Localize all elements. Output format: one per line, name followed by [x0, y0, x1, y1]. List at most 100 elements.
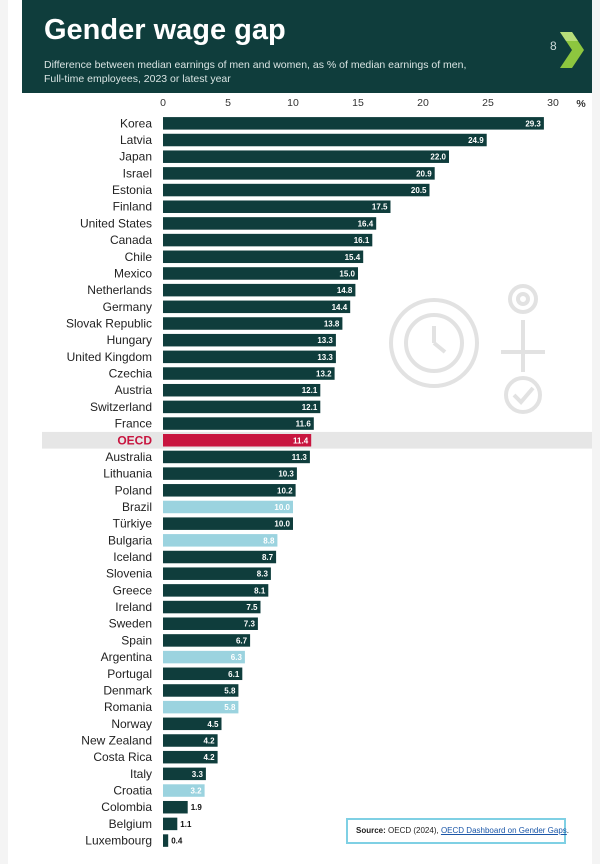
bar	[163, 484, 296, 497]
bar	[163, 417, 314, 430]
bar	[163, 784, 205, 797]
category-label: Israel	[123, 166, 152, 180]
category-label: Croatia	[113, 784, 152, 798]
category-label: Canada	[110, 233, 152, 247]
category-label: Latvia	[120, 133, 152, 147]
bar	[163, 450, 310, 464]
data-label: 8.1	[254, 586, 266, 595]
bar	[163, 767, 206, 781]
data-label: 13.8	[324, 320, 340, 329]
data-label: 8.7	[262, 553, 274, 562]
bar	[163, 650, 245, 664]
category-label: OECD	[117, 433, 152, 447]
data-label: 4.5	[207, 720, 219, 729]
bar	[163, 467, 297, 480]
category-label: Slovak Republic	[66, 317, 152, 331]
gear-clock-decoration-icon	[389, 284, 545, 414]
bar	[163, 634, 251, 647]
category-label: Argentina	[101, 650, 153, 664]
data-label: 20.9	[416, 169, 432, 178]
category-label: Greece	[113, 583, 153, 597]
data-label: 14.8	[337, 286, 353, 295]
category-label: Hungary	[107, 333, 152, 347]
bar	[163, 167, 435, 180]
data-label: 1.1	[180, 820, 192, 829]
data-label: 5.8	[224, 703, 236, 712]
bar	[163, 717, 222, 731]
data-label: 22.0	[430, 153, 446, 162]
bar	[163, 750, 218, 764]
bar	[163, 183, 430, 197]
bar-chart: 0 5 10 15 20 25 30% Korea 29.3 Latvia 24.9 Japan 22…	[42, 97, 592, 848]
bar	[163, 667, 243, 681]
bar	[163, 517, 293, 530]
bar	[163, 617, 258, 630]
data-label: 16.1	[354, 236, 370, 245]
bar	[163, 550, 277, 564]
category-label: Austria	[115, 383, 153, 397]
category-label: Japan	[119, 150, 152, 164]
category-label: Poland	[115, 483, 152, 497]
bar	[163, 817, 178, 831]
category-label: United Kingdom	[67, 350, 152, 364]
bar	[163, 600, 261, 614]
bar	[163, 317, 343, 330]
data-label: 24.9	[468, 136, 484, 145]
data-label: 14.4	[332, 303, 348, 312]
bar	[163, 834, 169, 847]
bar	[163, 333, 336, 347]
category-label: France	[115, 417, 153, 431]
data-label: 17.5	[372, 203, 388, 212]
x-tick-label: 0	[160, 97, 166, 109]
category-label: Australia	[105, 450, 152, 464]
chart-subtitle: Difference between median earnings of me…	[44, 59, 467, 85]
x-tick-label: 10	[287, 97, 299, 109]
data-label: 10.0	[274, 520, 290, 529]
data-label: 29.3	[525, 119, 541, 128]
category-label: Costa Rica	[93, 750, 152, 764]
x-tick-label: 30	[547, 97, 559, 109]
data-label: 11.3	[292, 453, 308, 462]
data-label: 11.4	[293, 436, 309, 445]
data-label: 13.3	[317, 336, 333, 345]
bar	[163, 217, 377, 230]
data-label: 0.4	[171, 837, 183, 846]
bar	[163, 350, 336, 364]
source-label: Source:	[356, 826, 386, 835]
source-text: OECD (2024),	[388, 826, 439, 835]
data-label: 13.3	[317, 353, 333, 362]
category-label: Luxembourg	[85, 834, 152, 848]
source-note: Source: OECD (2024), OECD Dashboard on G…	[346, 818, 570, 844]
bar	[163, 367, 335, 380]
category-label: Spain	[121, 633, 152, 647]
chart-title: Gender wage gap	[44, 14, 286, 46]
data-label: 7.3	[244, 620, 256, 629]
data-label: 11.6	[296, 420, 312, 429]
source-end: .	[566, 826, 570, 835]
bar	[163, 200, 391, 213]
x-tick-label: 15	[352, 97, 364, 109]
bar	[163, 233, 373, 247]
source-link[interactable]: OECD Dashboard on Gender Gaps	[440, 826, 567, 835]
data-label: 10.2	[277, 486, 293, 495]
category-label: Sweden	[109, 617, 152, 631]
bar	[163, 117, 544, 130]
bar	[163, 500, 293, 514]
category-label: Brazil	[122, 500, 152, 514]
bar	[163, 434, 312, 447]
data-label: 20.5	[411, 186, 427, 195]
category-label: Chile	[125, 250, 153, 264]
category-label: Korea	[120, 116, 152, 130]
data-label: 3.3	[192, 770, 204, 779]
logo-number: 8	[550, 39, 557, 53]
category-label: Italy	[130, 767, 152, 781]
x-tick-label: 25	[482, 97, 494, 109]
data-label: 12.1	[302, 386, 318, 395]
bar	[163, 584, 269, 597]
category-label: Iceland	[113, 550, 152, 564]
bar	[163, 250, 364, 264]
category-label: Finland	[113, 200, 152, 214]
chevron-icon	[560, 32, 584, 68]
data-label: 12.1	[302, 403, 318, 412]
data-label: 7.5	[246, 603, 258, 612]
